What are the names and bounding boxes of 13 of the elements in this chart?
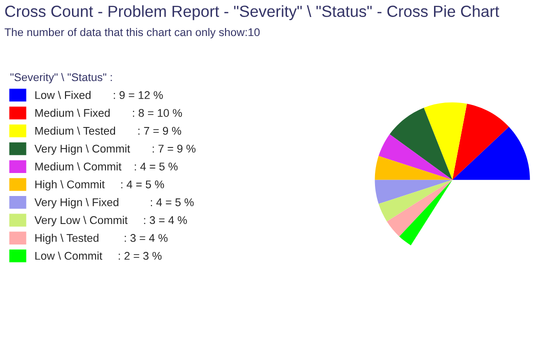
legend-label: Very Hign \ Commit : 7 = 9 % xyxy=(34,144,196,155)
legend-label: Medium \ Fixed : 8 = 10 % xyxy=(35,108,182,117)
legend-label: High \ Tested : 3 = 4 % xyxy=(35,234,168,244)
chart-subtitle: The number of data that this chart can only show:10 xyxy=(4,28,260,38)
legend-label: Medium \ Tested : 7 = 9 % xyxy=(35,126,182,135)
legend-label: High \ Commit : 4 = 5 % xyxy=(35,180,164,191)
legend-label: Low \ Fixed : 9 = 12 % xyxy=(35,90,163,100)
chart-title: Cross Count - Problem Report - "Severity" \ "Status" - Cross Pie Chart xyxy=(5,5,500,20)
legend-label: Very Low \ Commit : 3 = 4 % xyxy=(34,216,187,226)
legend-label: Low \ Commit : 2 = 3 % xyxy=(35,252,162,260)
legend-title: "Severity" \ "Status" : xyxy=(10,73,112,84)
legend-label: Medium \ Commit : 4 = 5 % xyxy=(35,162,178,170)
legend-label: Very Hign \ Fixed : 4 = 5 % xyxy=(34,198,194,208)
